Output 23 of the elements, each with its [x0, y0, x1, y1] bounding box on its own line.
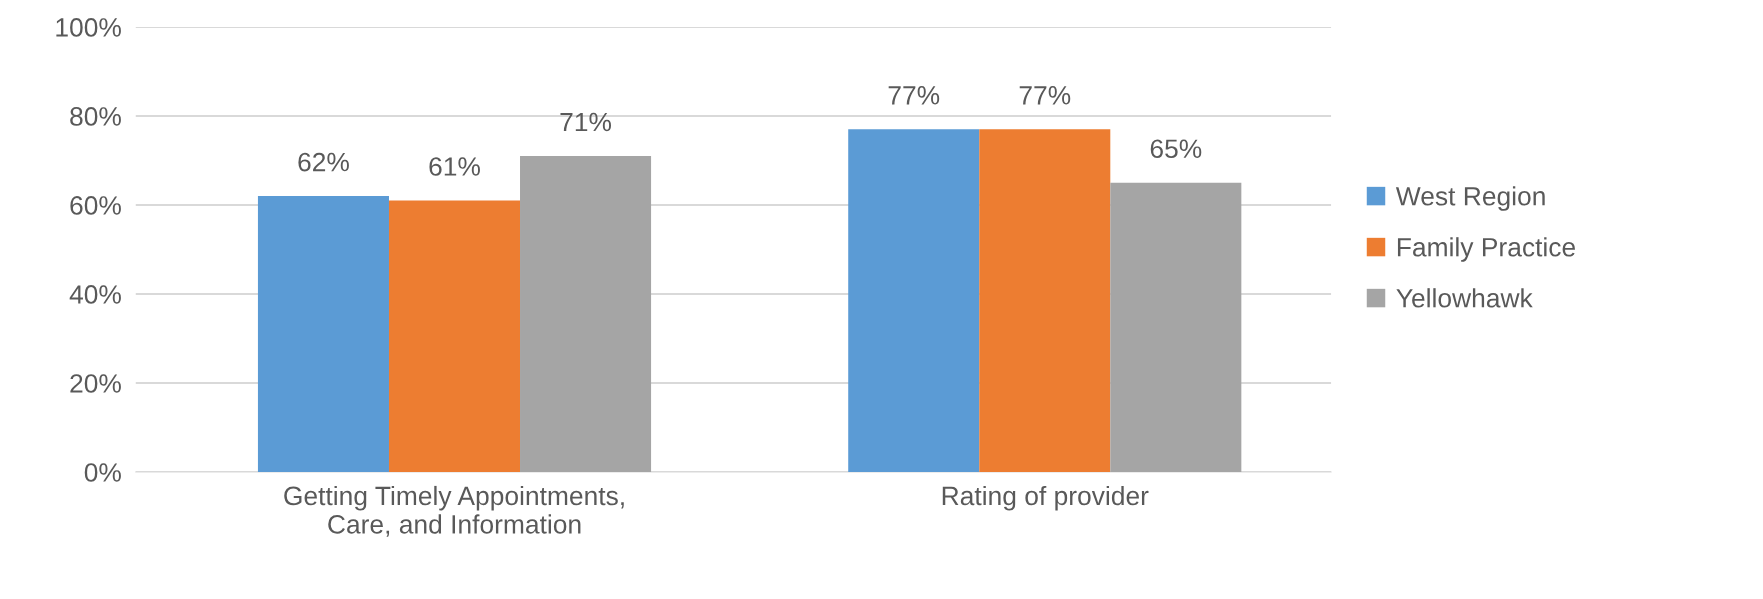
x-tick-label: Rating of provider [942, 485, 1149, 511]
data-label: 77% [888, 86, 940, 105]
y-tick-label: 60% [70, 196, 121, 215]
y-tick-label: 40% [69, 285, 121, 304]
data-label: 61% [429, 157, 480, 176]
bar [520, 156, 652, 473]
data-label: 65% [1150, 139, 1202, 159]
y-tick-label: 100% [56, 18, 121, 37]
data-label: 71% [560, 112, 612, 132]
bar [848, 129, 980, 473]
y-tick-label: 80% [70, 107, 121, 126]
legend-label: Family Practice [1397, 237, 1575, 262]
bar [979, 129, 1111, 473]
data-label: 62% [298, 152, 349, 172]
x-tick-label: Getting Timely Appointments, Care, and Information [284, 485, 624, 537]
legend-label: Yellowhawk [1396, 288, 1533, 308]
bar [388, 200, 521, 473]
y-tick-label: 20% [70, 374, 121, 393]
data-label: 77% [1019, 86, 1071, 105]
y-tick-label: 0% [84, 463, 121, 482]
legend-label: West Region [1395, 186, 1545, 211]
bar [1110, 182, 1242, 473]
bar [257, 196, 389, 473]
